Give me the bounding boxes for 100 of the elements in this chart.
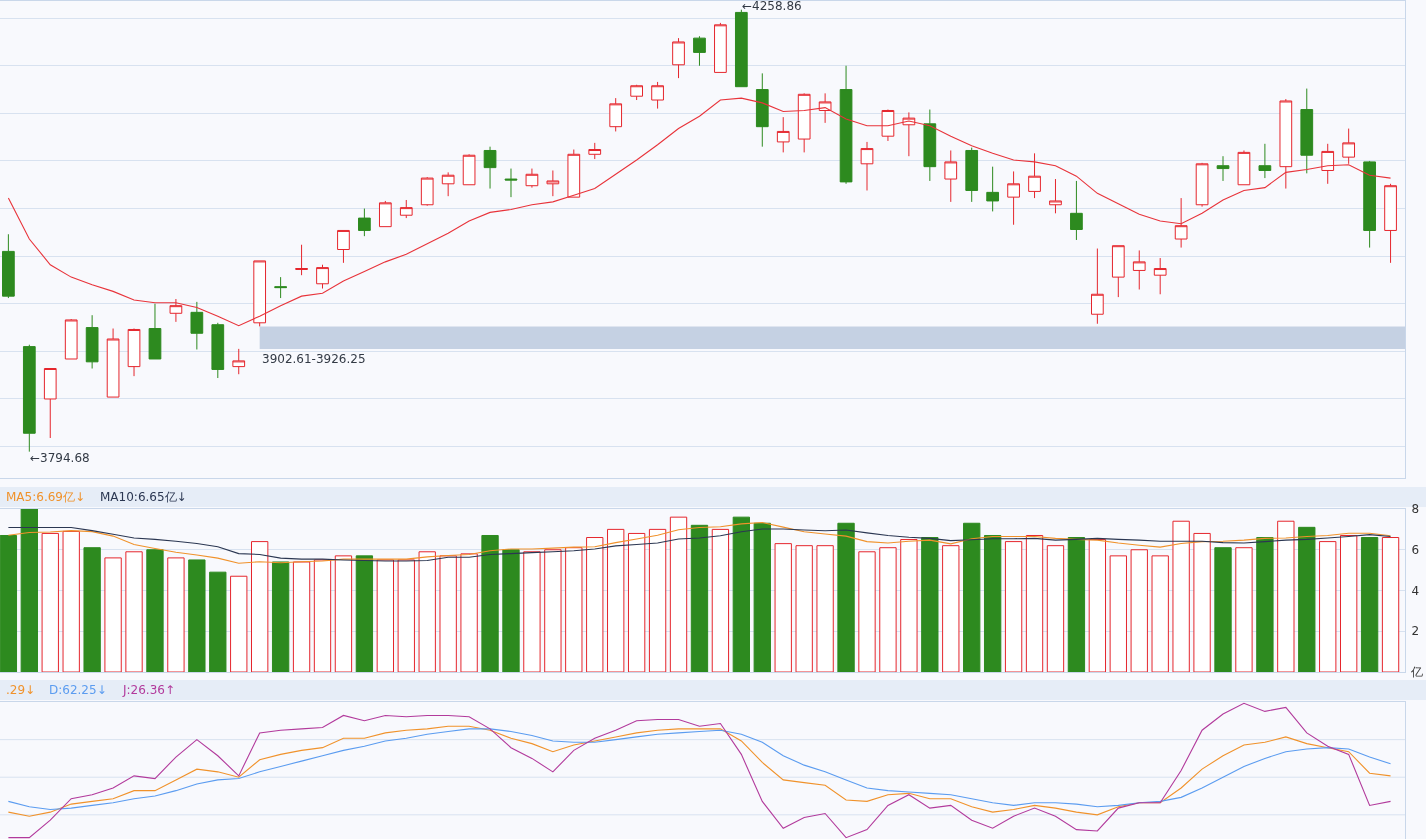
bar: [334, 555, 353, 672]
bar: [983, 534, 1002, 672]
bar: [1235, 547, 1253, 672]
candlestick: [399, 199, 413, 219]
candlestick: [986, 166, 1000, 212]
bar: [1277, 520, 1295, 672]
candlestick: [64, 318, 78, 360]
candlestick: [776, 116, 790, 153]
candlestick: [714, 22, 727, 73]
candlestick: [190, 301, 204, 350]
bar: [523, 551, 541, 672]
bar: [1360, 537, 1379, 672]
candlestick: [1174, 197, 1188, 249]
text: D:62.25↓: [49, 683, 107, 697]
bar: [0, 534, 18, 672]
bar: [104, 557, 122, 672]
bar: [648, 528, 667, 672]
annotation: ←4258.86: [742, 0, 802, 13]
bar: [690, 524, 709, 672]
bar: [732, 516, 751, 672]
bar: [376, 559, 394, 672]
candlestick: [693, 35, 706, 67]
candlestick: [1279, 98, 1293, 190]
candlestick: [965, 147, 979, 203]
bar: [188, 559, 206, 672]
bar: [816, 545, 834, 672]
candlestick: [1237, 149, 1251, 186]
candlestick: [1195, 162, 1209, 208]
bar: [292, 561, 311, 672]
candlestick: [1070, 180, 1083, 241]
bar: [1340, 534, 1358, 672]
candlestick: [2, 233, 15, 299]
candlestick: [839, 65, 853, 185]
bar: [1046, 545, 1065, 672]
candlestick: [672, 37, 685, 79]
bar: [1172, 520, 1190, 672]
bar: [1214, 547, 1232, 672]
bar: [460, 553, 478, 672]
candlestick: [1363, 160, 1376, 249]
candlestick: [43, 368, 57, 439]
bar: [251, 541, 269, 672]
bar: [544, 549, 562, 672]
bar: [1256, 537, 1274, 672]
bar: [942, 545, 960, 672]
candlestick: [358, 208, 371, 237]
bar: [900, 539, 918, 672]
bar: [1381, 537, 1400, 672]
bar: [481, 534, 499, 672]
candlestick: [295, 244, 308, 276]
candlestick: [1007, 170, 1020, 226]
bar: [125, 551, 143, 672]
candlestick: [1153, 257, 1167, 295]
bar: [146, 549, 164, 672]
bar: [355, 555, 374, 672]
candlestick: [1300, 88, 1314, 174]
y-tick-label: 亿: [1410, 665, 1424, 680]
bar: [565, 547, 583, 672]
candlestick: [337, 229, 350, 264]
candlestick: [755, 72, 769, 148]
bar: [1193, 532, 1211, 672]
bar: [711, 528, 730, 672]
candlestick: [567, 149, 581, 198]
candlestick: [22, 344, 36, 453]
candlestick: [1111, 245, 1125, 298]
bar: [313, 559, 332, 672]
bar: [167, 557, 185, 672]
candlestick: [923, 109, 937, 182]
bar: [209, 571, 227, 672]
bar: [795, 545, 813, 672]
bar: [837, 522, 855, 672]
candlestick: [734, 9, 748, 88]
candlestick: [148, 303, 162, 360]
bar: [83, 547, 101, 672]
candlestick: [462, 153, 476, 186]
bar: [607, 528, 625, 672]
text: J:26.36↑: [122, 683, 175, 697]
bar: [418, 551, 436, 672]
candlestick: [1321, 143, 1335, 185]
candlestick: [609, 97, 623, 132]
bar: [858, 551, 876, 672]
bar: [20, 509, 38, 672]
candlestick: [525, 168, 539, 189]
text: .29↓: [6, 683, 36, 697]
candlestick: [85, 314, 99, 370]
candlestick: [651, 81, 664, 110]
bar: [1067, 537, 1086, 672]
bar: [753, 522, 771, 672]
text: MA5:6.69亿↓: [6, 490, 86, 504]
candlestick: [1028, 152, 1041, 199]
bar: [921, 537, 939, 672]
candlestick: [797, 92, 811, 153]
candlestick: [1342, 128, 1356, 165]
candlestick: [378, 200, 392, 228]
bar: [271, 561, 290, 672]
candlestick: [232, 348, 246, 375]
bar: [1130, 549, 1148, 672]
bar: [1025, 534, 1044, 672]
candlestick: [944, 149, 958, 203]
bar: [669, 516, 688, 672]
bar: [1298, 526, 1316, 672]
